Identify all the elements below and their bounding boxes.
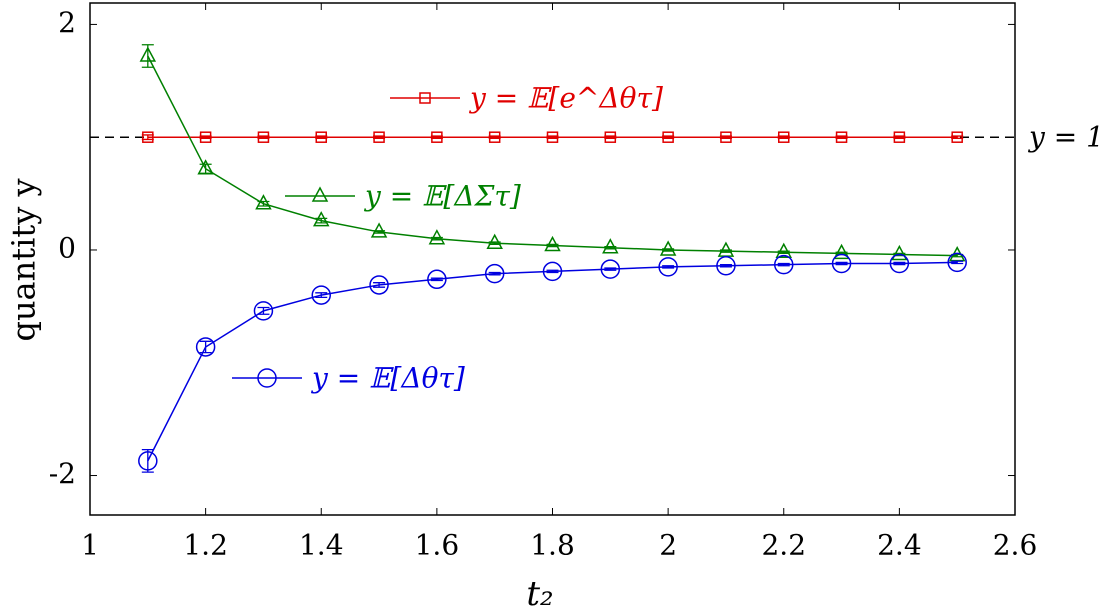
error-bar [719, 135, 732, 139]
marker [369, 275, 389, 295]
legend-label: y = 𝔼[ΔΣτ] [363, 180, 521, 213]
marker [253, 301, 274, 321]
x-tick-label: 2.6 [993, 529, 1038, 562]
error-bar [951, 260, 964, 265]
y-tick-label: -2 [49, 457, 76, 490]
marker [373, 131, 385, 143]
legend-label: y = 𝔼[e^Δθτ] [468, 82, 663, 115]
plot-frame [89, 2, 1016, 516]
error-bar [315, 217, 328, 224]
error-bar [315, 292, 328, 298]
x-tick-label: 1 [81, 529, 99, 562]
error-bar [777, 135, 790, 139]
error-bar [373, 135, 386, 139]
marker [720, 131, 732, 143]
marker [199, 131, 212, 143]
marker [600, 259, 621, 279]
x-tick-label: 1.4 [299, 529, 344, 562]
marker [716, 256, 736, 276]
marker [778, 131, 790, 143]
error-bar [662, 265, 675, 269]
marker [774, 254, 794, 275]
error-bar [257, 200, 270, 207]
error-bar [488, 135, 501, 139]
marker [197, 159, 214, 175]
error-bar [951, 135, 964, 139]
error-bar [141, 448, 154, 473]
marker [428, 229, 446, 245]
marker [833, 243, 850, 260]
marker [484, 263, 505, 284]
marker [889, 253, 910, 274]
marker [775, 242, 793, 258]
error-bar [662, 135, 675, 139]
legend-marker [311, 186, 329, 202]
error-bar [893, 135, 906, 139]
marker [604, 131, 617, 143]
y-tick-label: 2 [58, 6, 76, 39]
marker [542, 261, 563, 282]
x-tick-label: 2.2 [761, 529, 806, 562]
marker [658, 257, 678, 277]
marker [315, 131, 327, 143]
marker [142, 131, 154, 143]
marker [893, 131, 906, 143]
y-tick-label: 0 [58, 231, 76, 264]
marker [370, 222, 388, 238]
y-axis-label: quantity y [5, 178, 43, 341]
marker [546, 131, 559, 143]
marker [662, 131, 674, 143]
marker [139, 46, 157, 62]
error-bar [777, 262, 790, 267]
error-bar [719, 263, 732, 268]
x-tick-label: 1.6 [415, 529, 460, 562]
marker [195, 337, 216, 357]
error-bar [315, 135, 328, 139]
marker [257, 131, 270, 143]
marker [488, 131, 501, 143]
marker [431, 131, 443, 143]
marker [891, 244, 908, 261]
marker [311, 285, 331, 305]
error-bar [199, 135, 212, 139]
error-bar [835, 135, 848, 139]
x-tick-label: 2.4 [877, 529, 922, 562]
error-bar [373, 282, 386, 288]
marker [947, 252, 967, 273]
error-bar [430, 135, 443, 139]
error-bar [488, 271, 501, 276]
marker [255, 194, 272, 210]
marker [427, 269, 447, 290]
legend-marker [419, 92, 431, 104]
error-bar [257, 306, 270, 315]
marker [544, 235, 561, 252]
marker [602, 238, 619, 254]
reference-label: y = 1 [1027, 121, 1104, 154]
error-bar [141, 134, 154, 141]
error-bar [604, 267, 617, 271]
error-bar [835, 261, 848, 266]
error-bar [546, 135, 559, 139]
marker [486, 233, 503, 249]
error-bar [546, 269, 559, 274]
marker [951, 131, 963, 143]
marker [659, 240, 677, 256]
error-bar [604, 135, 617, 139]
series-line [147, 261, 958, 462]
legend-marker [257, 368, 277, 388]
error-bar [199, 340, 212, 354]
x-tick-label: 1.8 [530, 529, 575, 562]
error-bar [430, 277, 443, 282]
marker [831, 253, 852, 274]
x-tick-label: 2 [659, 529, 677, 562]
marker [312, 211, 330, 227]
error-bar [257, 135, 270, 139]
marker [138, 451, 158, 471]
marker [835, 131, 848, 143]
x-tick-label: 1.2 [183, 529, 228, 562]
x-axis-label: t₂ [526, 574, 553, 614]
error-bar [893, 261, 906, 266]
legend-label: y = 𝔼[Δθτ] [310, 362, 465, 395]
